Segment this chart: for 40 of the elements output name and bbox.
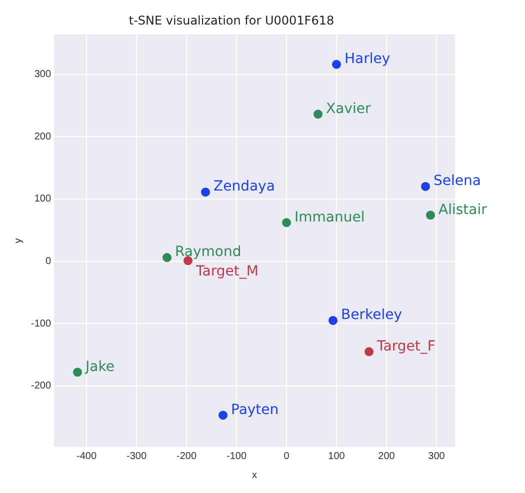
series-label: Zendaya <box>214 178 275 195</box>
series-label: Target_M <box>195 263 258 280</box>
x-axis-title: x <box>252 470 258 481</box>
series-label: Target_F <box>376 338 436 354</box>
x-tick-label: -400 <box>76 450 97 462</box>
point <box>364 347 374 356</box>
y-tick-label: 0 <box>45 256 52 268</box>
point <box>328 316 338 325</box>
series-label: Xavier <box>326 100 371 117</box>
y-tick-label: -200 <box>31 380 52 392</box>
series-label: Jake <box>84 358 114 375</box>
point <box>73 368 82 377</box>
y-tick-label: 100 <box>34 194 52 205</box>
point <box>314 110 323 119</box>
series-label: Raymond <box>175 244 242 260</box>
series-label: Selena <box>434 173 481 190</box>
x-tick-label: 0 <box>284 450 290 462</box>
series-label: Alistair <box>438 202 488 218</box>
series-label: Payten <box>231 402 279 418</box>
x-tick-label: -100 <box>226 450 247 462</box>
y-axis-title: y <box>12 238 24 244</box>
x-tick-label: -300 <box>126 450 147 462</box>
y-tick-label: 200 <box>34 131 52 142</box>
y-tick-label: 300 <box>34 69 52 80</box>
point <box>201 188 210 197</box>
point <box>426 210 435 220</box>
x-tick-label: -200 <box>176 450 197 462</box>
series-label: Berkeley <box>341 307 402 324</box>
x-tick-label: 200 <box>378 450 396 462</box>
point <box>218 410 228 420</box>
point <box>162 253 172 262</box>
point <box>282 218 292 228</box>
y-tick-label: -100 <box>31 318 52 330</box>
chart-title: t-SNE visualization for U0001F618 <box>128 13 334 28</box>
point <box>332 60 342 69</box>
x-tick-label: 100 <box>328 450 346 462</box>
x-tick-label: 300 <box>428 450 446 462</box>
series-label: Immanuel <box>294 209 365 226</box>
series-label: Harley <box>344 50 390 67</box>
point <box>421 182 430 191</box>
